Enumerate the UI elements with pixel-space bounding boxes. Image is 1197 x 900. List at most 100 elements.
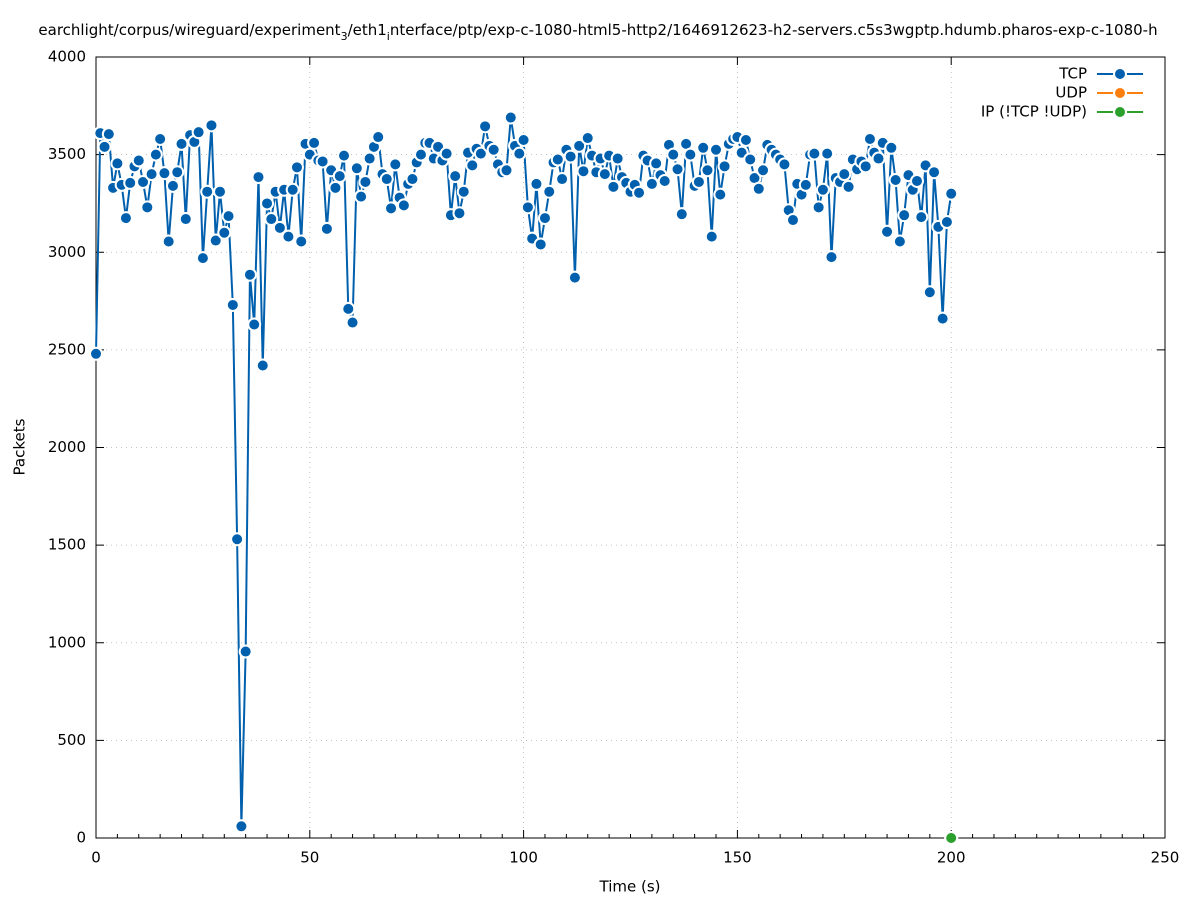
data-point (785, 213, 800, 228)
data-point (255, 358, 270, 373)
title-segment: earchlight/corpus/wireguard/experiment (38, 21, 340, 39)
data-point (358, 174, 373, 189)
data-point (862, 132, 877, 147)
data-point (153, 132, 168, 147)
data-point (473, 146, 488, 161)
data-point (371, 130, 386, 145)
data-point (247, 317, 262, 332)
chart-title: earchlight/corpus/wireguard/experiment3/… (38, 21, 1157, 43)
legend-label: UDP (1055, 84, 1087, 102)
data-point (362, 151, 377, 166)
data-point (230, 532, 245, 547)
data-point (542, 184, 557, 199)
data-point (264, 212, 279, 227)
data-point (709, 142, 724, 157)
data-point (777, 157, 792, 172)
legend-label: TCP (1058, 65, 1087, 83)
data-point (644, 176, 659, 191)
data-point (217, 225, 232, 240)
data-point (798, 177, 813, 192)
x-tick-label: 0 (91, 849, 101, 867)
data-point (858, 159, 873, 174)
data-point (384, 201, 399, 216)
data-point (529, 176, 544, 191)
data-point (388, 157, 403, 172)
data-point (281, 229, 296, 244)
data-point (396, 198, 411, 213)
data-point (405, 172, 420, 187)
data-point (632, 185, 647, 200)
data-point (213, 184, 228, 199)
data-point (751, 181, 766, 196)
data-point (251, 170, 266, 185)
data-point (89, 346, 103, 361)
data-point (285, 182, 300, 197)
x-tick-label: 150 (723, 849, 752, 867)
data-point (448, 169, 463, 184)
data-point (140, 200, 155, 215)
data-point (161, 234, 176, 249)
data-point (717, 159, 732, 174)
data-point (465, 158, 480, 173)
data-point (944, 831, 959, 845)
data-point (503, 110, 518, 125)
data-point (136, 174, 151, 189)
data-point (841, 179, 856, 194)
y-tick-label: 3000 (48, 243, 86, 261)
data-point (563, 149, 578, 164)
plot-border (95, 56, 1166, 839)
data-point (537, 211, 552, 226)
data-point (944, 186, 959, 201)
data-point (927, 165, 942, 180)
y-tick-label: 1000 (48, 633, 86, 651)
data-point (597, 167, 612, 182)
title-segment: /eth1 (348, 21, 387, 39)
data-point (328, 180, 343, 195)
title-segment: 3 (341, 30, 348, 43)
y-tick-label: 2000 (48, 438, 86, 456)
data-point (555, 172, 570, 187)
data-point (674, 207, 689, 222)
data-point (204, 118, 219, 133)
data-point (520, 200, 535, 215)
data-point (670, 162, 685, 177)
data-point (888, 173, 903, 188)
data-point (576, 164, 591, 179)
data-point (234, 819, 249, 834)
data-point (550, 152, 565, 167)
data-point (704, 229, 719, 244)
title-segment: i (387, 30, 390, 43)
data-point (939, 214, 954, 229)
data-point (97, 139, 112, 154)
data-point (379, 172, 394, 187)
data-point (319, 221, 334, 236)
data-point (580, 131, 595, 146)
data-point (307, 135, 322, 150)
data-point (486, 142, 501, 157)
y-axis-label: Packets (11, 418, 29, 475)
data-point (413, 147, 428, 162)
title-segment: nterface/ptp/exp-c-1080-html5-http2/1646… (390, 21, 1158, 39)
data-point (148, 147, 163, 162)
data-point (272, 220, 287, 235)
data-point (332, 169, 347, 184)
data-point (349, 161, 364, 176)
data-point (221, 209, 236, 224)
legend-marker (1113, 67, 1127, 81)
data-point (452, 206, 467, 221)
data-point (743, 152, 758, 167)
data-point (191, 125, 206, 140)
data-point (922, 285, 937, 300)
data-point (807, 146, 822, 161)
x-axis-label: Time (s) (599, 878, 661, 896)
x-tick-label: 250 (1151, 849, 1180, 867)
data-point (691, 174, 706, 189)
y-tick-label: 3500 (48, 145, 86, 163)
data-point (131, 153, 146, 168)
data-point (837, 167, 852, 182)
data-point (606, 179, 621, 194)
data-point (294, 234, 309, 249)
data-point (345, 315, 360, 330)
legend-marker (1113, 86, 1127, 100)
